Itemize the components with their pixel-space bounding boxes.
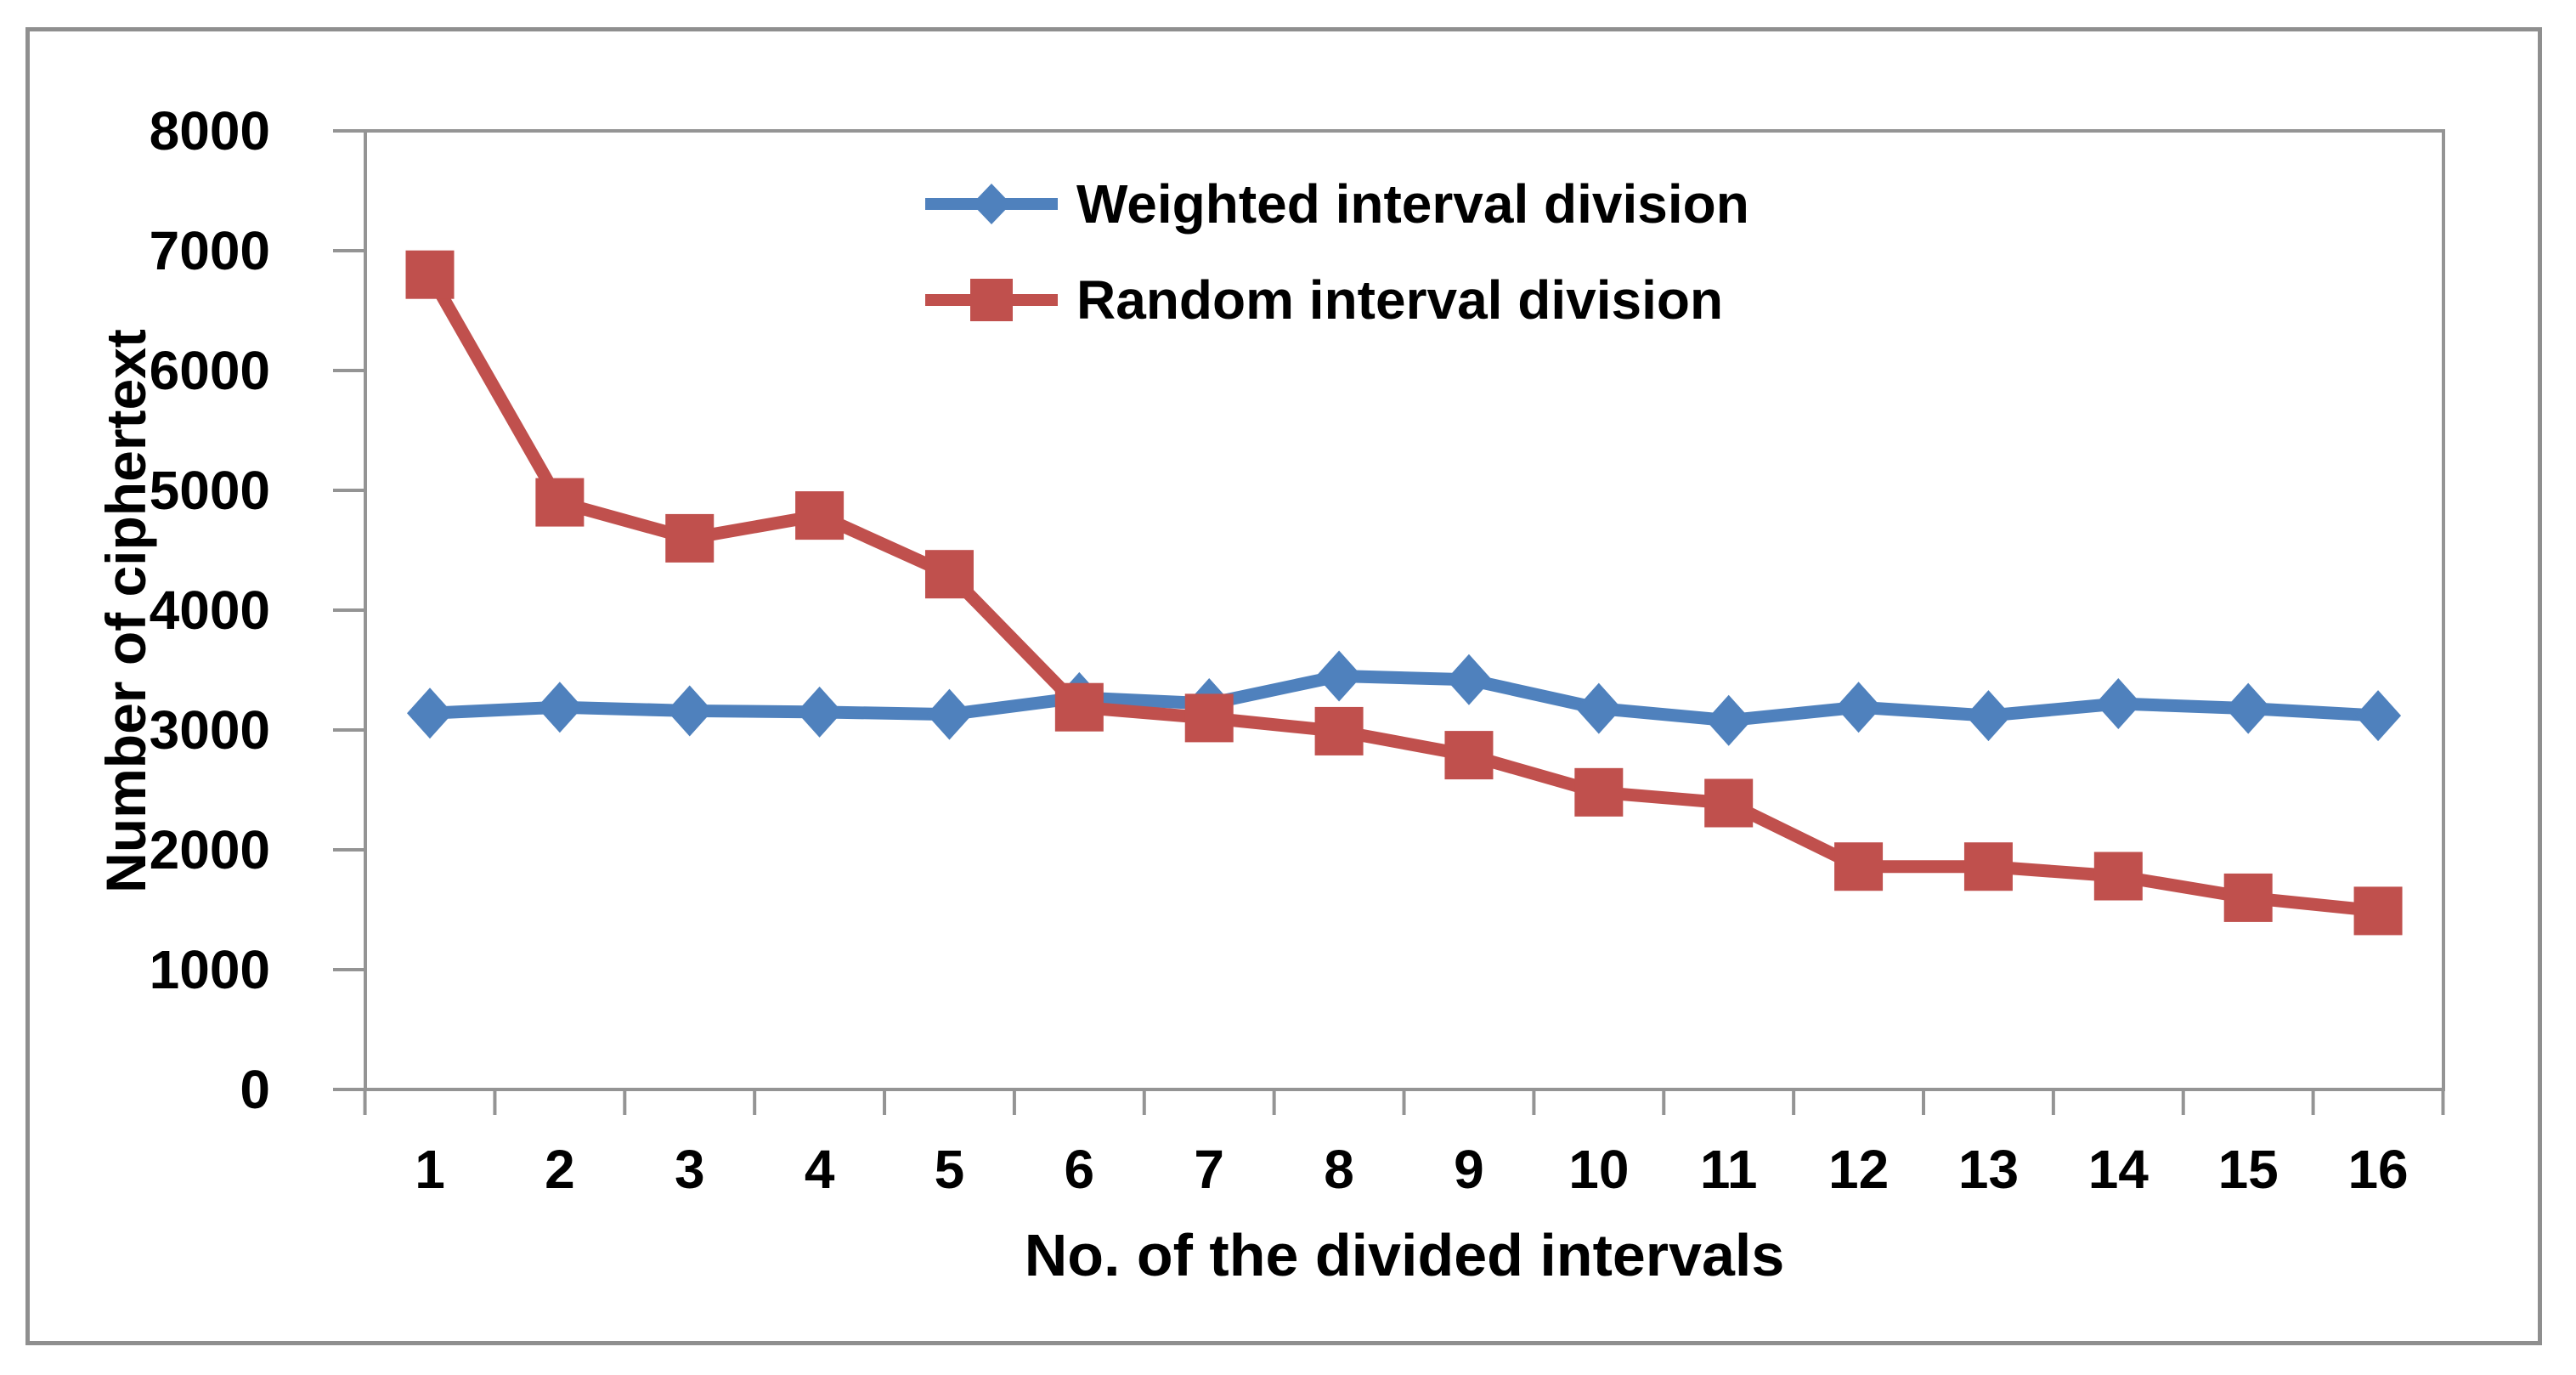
x-tick-label: 2	[545, 1139, 575, 1200]
data-point-square	[2223, 873, 2273, 922]
legend-label: Weighted interval division	[1076, 173, 1749, 235]
legend-item-random-interval-division: Random interval division	[922, 269, 1723, 331]
legend-item-weighted-interval-division: Weighted interval division	[922, 173, 1749, 235]
data-point-diamond	[2095, 677, 2142, 729]
data-point-square	[1704, 778, 1754, 828]
data-point-diamond	[407, 688, 453, 739]
x-tick-label: 8	[1324, 1139, 1354, 1200]
data-point-diamond	[926, 688, 973, 740]
data-point-square	[924, 550, 974, 599]
legend-marker-red-square-icon	[925, 279, 1058, 321]
data-point-diamond	[2355, 690, 2402, 742]
data-point-square	[795, 491, 845, 540]
data-point-diamond	[1316, 650, 1363, 702]
data-point-square	[1834, 842, 1884, 891]
data-point-diamond	[796, 686, 843, 738]
data-point-square	[1963, 842, 2013, 891]
x-tick-label: 6	[1064, 1139, 1095, 1200]
x-tick-label: 14	[2087, 1139, 2149, 1200]
series-line-1	[423, 268, 2385, 918]
data-point-diamond	[536, 682, 583, 733]
y-tick-label: 0	[240, 1059, 270, 1120]
y-tick-label: 2000	[149, 819, 270, 880]
data-point-diamond	[1575, 682, 1622, 734]
y-tick-label: 4000	[149, 580, 270, 641]
data-point-square	[535, 478, 585, 527]
data-point-diamond	[1835, 682, 1882, 733]
x-tick-label: 7	[1194, 1139, 1225, 1200]
x-tick-label: 3	[674, 1139, 705, 1200]
x-tick-label: 10	[1568, 1139, 1630, 1200]
legend-marker-blue-diamond-icon	[925, 184, 1058, 224]
data-point-diamond	[1965, 690, 2012, 742]
data-point-square	[1314, 706, 1364, 755]
data-point-square	[2093, 852, 2143, 901]
axes-layer	[333, 129, 2445, 1115]
x-tick-label: 11	[1699, 1139, 1758, 1200]
data-point-square	[665, 513, 715, 563]
x-axis-title: No. of the divided intervals	[1024, 1222, 1785, 1288]
data-point-square	[1184, 693, 1234, 743]
data-point-diamond	[666, 685, 713, 737]
data-point-square	[1574, 767, 1624, 817]
y-tick-label: 6000	[149, 340, 270, 401]
series-line-0	[423, 670, 2385, 727]
x-tick-label: 16	[2347, 1139, 2409, 1200]
data-point-diamond	[1705, 694, 1752, 746]
data-point-diamond	[1445, 654, 1492, 705]
x-tick-label: 9	[1454, 1139, 1484, 1200]
data-point-square	[405, 250, 455, 299]
legend-label: Random interval division	[1076, 269, 1724, 331]
x-tick-label: 15	[2217, 1139, 2279, 1200]
data-point-square	[1444, 731, 1494, 780]
y-tick-label: 3000	[149, 699, 270, 761]
x-tick-label: 1	[415, 1139, 445, 1200]
data-point-square	[1054, 682, 1104, 732]
y-tick-label: 1000	[149, 939, 270, 1000]
data-point-diamond	[2225, 682, 2272, 734]
y-tick-label: 7000	[149, 220, 270, 281]
y-axis-title: Number of ciphertext	[94, 329, 157, 893]
y-tick-label: 8000	[149, 100, 270, 161]
x-tick-label: 12	[1827, 1139, 1890, 1200]
x-tick-label: 13	[1957, 1139, 2020, 1200]
x-tick-label: 4	[804, 1139, 835, 1200]
series-layer	[405, 250, 2403, 936]
y-tick-label: 5000	[149, 460, 270, 521]
data-point-square	[2353, 886, 2403, 936]
x-tick-label: 5	[934, 1139, 965, 1200]
